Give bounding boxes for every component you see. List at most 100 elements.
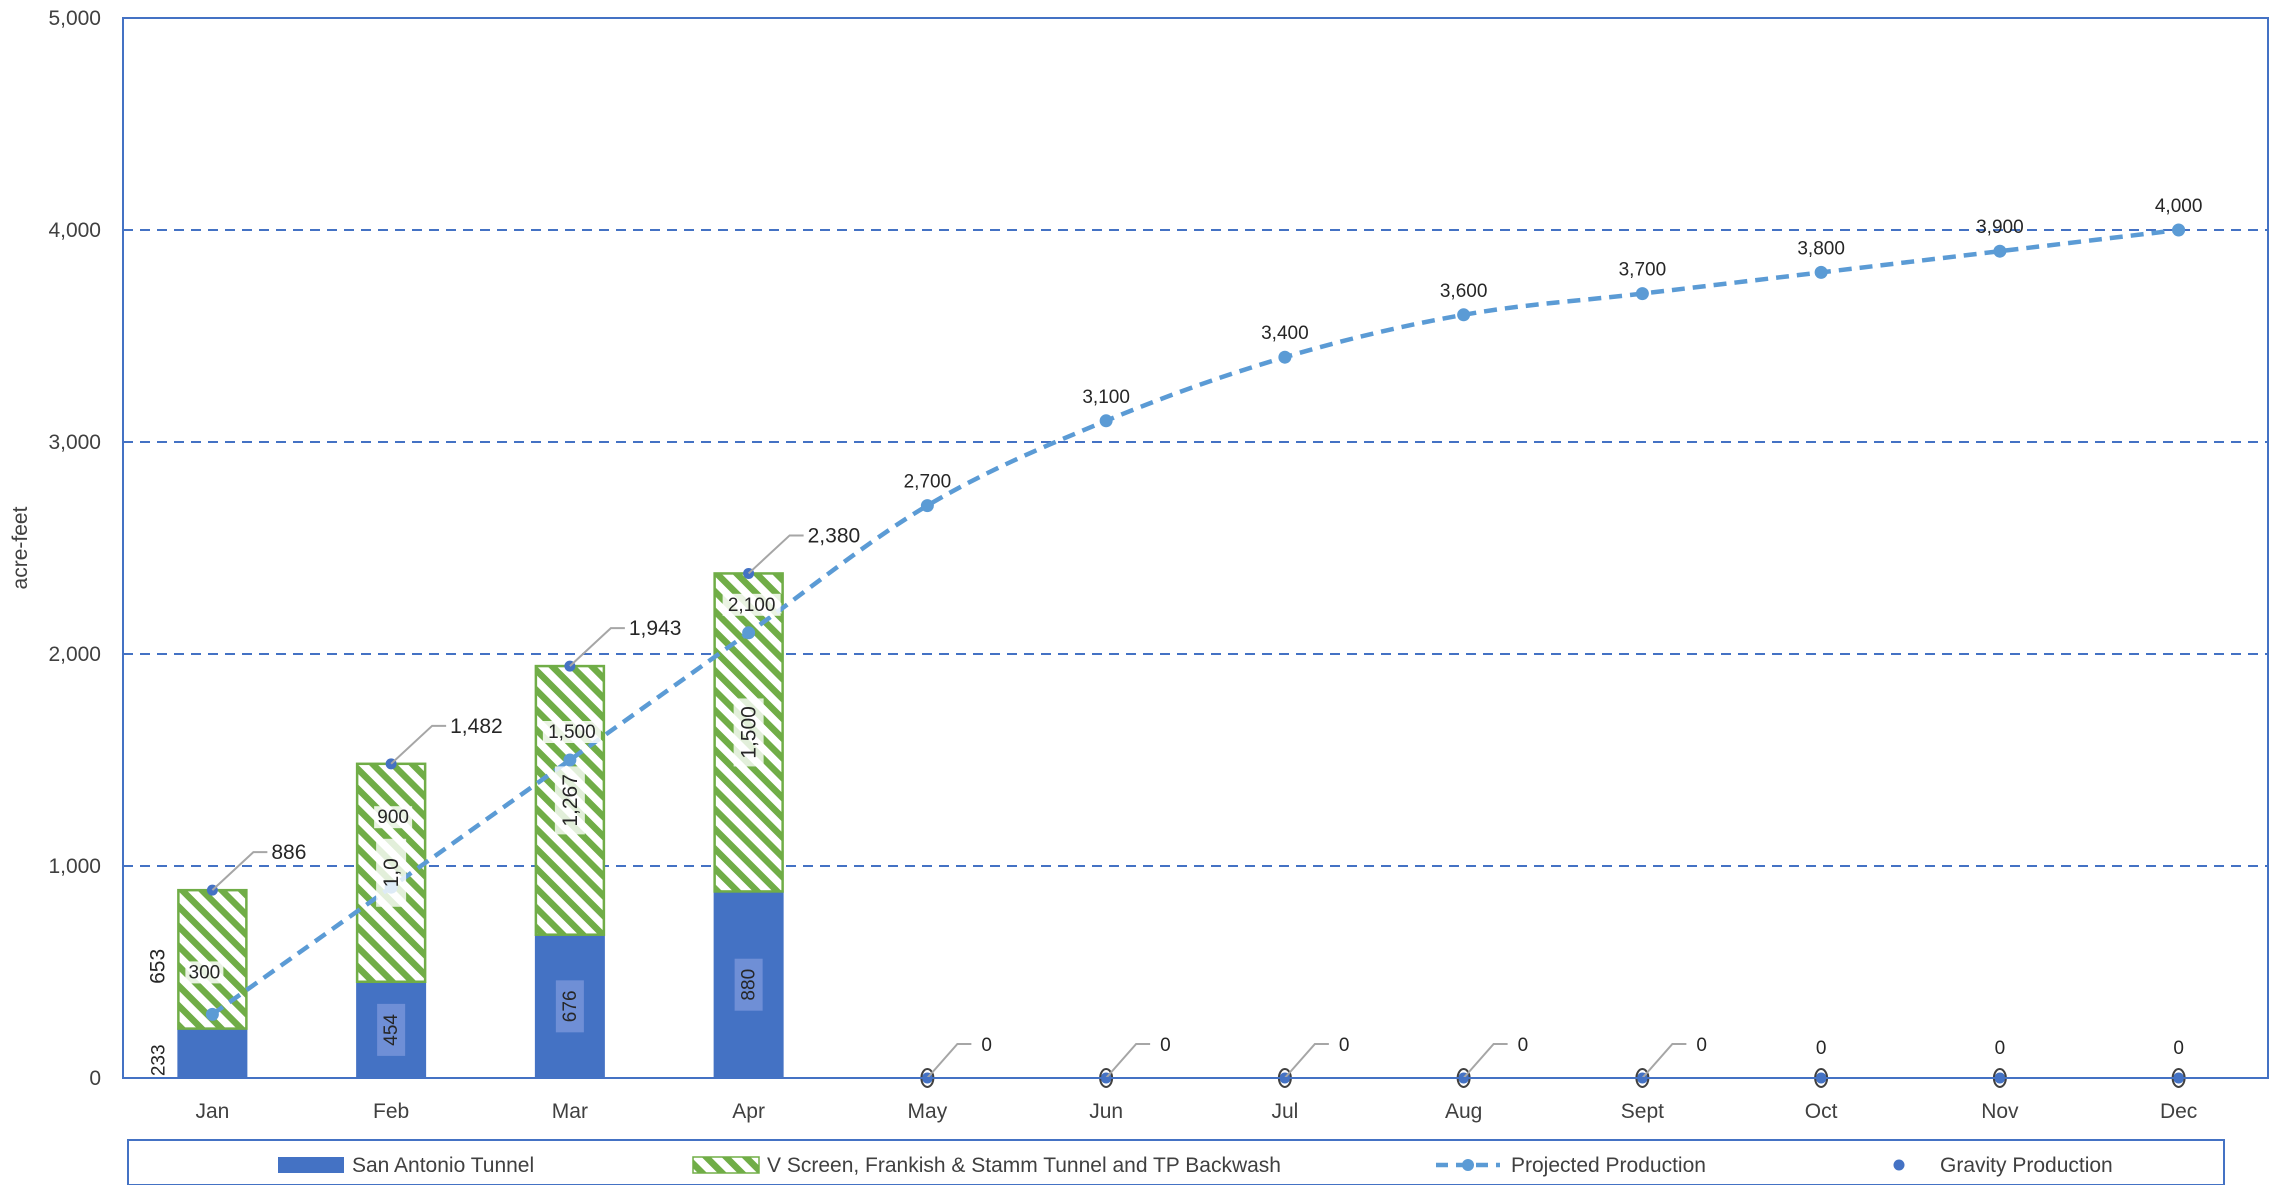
projected-point: [205, 1007, 219, 1021]
projected-point: [742, 626, 756, 640]
projected-label: 900: [377, 807, 409, 828]
projected-label: 2,100: [728, 595, 776, 616]
legend-label-projected: Projected Production: [1511, 1154, 1706, 1177]
bar-label-box: [734, 958, 763, 1011]
bar-label-v-screen: 1,500: [738, 706, 761, 759]
y-tick-label: 4,000: [48, 219, 101, 242]
projected-label-box: [722, 593, 781, 616]
x-tick-label: Dec: [2160, 1100, 2197, 1123]
projected-point: [1457, 308, 1471, 322]
gravity-leader-line: [747, 534, 804, 575]
x-tick-label: Jul: [1271, 1100, 1298, 1123]
x-axis: Jan Feb Mar Apr May Jun Jul Aug Sept Oct Nov Dec: [123, 1077, 2268, 1123]
projected-point: [1278, 350, 1292, 364]
projected-label: 1,500: [548, 722, 596, 743]
plot-area-frame: [122, 17, 2269, 1079]
projected-label: 3,600: [1440, 281, 1488, 302]
x-tick-label: May: [908, 1100, 948, 1123]
bar-v-screen: [177, 888, 248, 1030]
legend-label-v-screen: V Screen, Frankish & Stamm Tunnel and TP…: [767, 1154, 1281, 1177]
projected-label: 3,800: [1797, 238, 1845, 259]
gravity-production-points: [206, 534, 2186, 1088]
projected-label-box: [374, 806, 413, 829]
legend-swatch-san-antonio: [278, 1157, 344, 1173]
projected-point: [1814, 265, 1828, 279]
legend-swatch-projected-marker: [1462, 1159, 1474, 1171]
gravity-leader-line: [1462, 1043, 1508, 1079]
legend-frame: [127, 1139, 2225, 1185]
projected-production-line: [205, 223, 2186, 1021]
projected-point: [1993, 244, 2007, 258]
bar-label-san-antonio: 454: [381, 1014, 402, 1046]
projected-label: 3,100: [1082, 387, 1130, 408]
gravity-label: 0: [1518, 1035, 1529, 1056]
y-tick-label: 2,000: [48, 643, 101, 666]
projected-label-box: [542, 721, 601, 743]
x-tick-label: Feb: [373, 1100, 409, 1123]
projected-point: [2172, 223, 2186, 237]
gravity-leader-line: [390, 724, 447, 765]
legend-label-san-antonio: San Antonio Tunnel: [352, 1154, 534, 1177]
gravity-label: 1,482: [450, 715, 503, 738]
x-tick-label: Nov: [1981, 1100, 2019, 1123]
data-labels: 233 653 454 1,0 676 1,267 880 1,500 300 900 1,500 2…: [146, 196, 2202, 1076]
gravity-leader-line: [1284, 1043, 1329, 1079]
gravity-leader-line: [569, 627, 625, 667]
projected-label: 3,400: [1261, 323, 1309, 344]
projected-label: 3,900: [1976, 217, 2024, 238]
projected-point: [563, 753, 577, 767]
x-tick-label: Jun: [1089, 1100, 1123, 1123]
projected-point: [1635, 287, 1649, 301]
gravity-leader-line: [211, 851, 268, 891]
projected-point: [1099, 414, 1113, 428]
y-tick-label: 3,000: [48, 431, 101, 454]
projected-label: 4,000: [2155, 196, 2203, 217]
bar-label-v-screen: 653: [146, 949, 169, 984]
bar-label-box: [376, 838, 407, 907]
gravity-leader-line: [1641, 1043, 1687, 1079]
projected-label-box: [185, 961, 224, 984]
bar-label-box: [555, 980, 584, 1033]
gravity-label: 0: [1696, 1035, 1707, 1056]
x-tick-label: Sept: [1621, 1100, 1664, 1123]
y-tick-label: 1,000: [48, 855, 101, 878]
gravity-label: 0: [1160, 1035, 1171, 1056]
projected-label: 300: [189, 962, 221, 983]
gravity-leader-line: [1105, 1043, 1151, 1079]
legend-swatch-gravity-marker: [1893, 1159, 1905, 1171]
x-tick-label: Apr: [732, 1100, 765, 1123]
bar-label-san-antonio: 233: [148, 1044, 169, 1076]
projected-point: [920, 499, 934, 513]
y-axis: 0 1,000 2,000 3,000 4,000 5,000: [48, 7, 101, 1090]
x-tick-label: Aug: [1445, 1100, 1482, 1123]
bar-san-antonio: [177, 1028, 248, 1078]
gravity-label: 0: [1816, 1038, 1827, 1059]
legend-label-gravity: Gravity Production: [1940, 1154, 2113, 1177]
gravity-label: 0: [981, 1035, 992, 1056]
gravity-label: 886: [271, 841, 306, 864]
gravity-label: 1,943: [629, 617, 682, 640]
gravity-label: 0: [2173, 1038, 2184, 1059]
bar-label-v-screen: 1,0: [380, 858, 403, 887]
x-tick-label: Jan: [195, 1100, 229, 1123]
gravity-label: 2,380: [808, 524, 861, 547]
gravity-label: 0: [1339, 1035, 1350, 1056]
bar-label-box: [554, 766, 585, 835]
x-tick-label: Mar: [552, 1100, 588, 1123]
bar-label-box: [733, 698, 764, 767]
bar-label-box: [377, 1003, 406, 1056]
x-tick-label: Oct: [1805, 1100, 1838, 1123]
gravity-label: 0: [1995, 1038, 2006, 1059]
bar-label-san-antonio: 676: [560, 990, 581, 1022]
bar-label-v-screen: 1,267: [559, 774, 582, 827]
y-axis-title: acre-feet: [9, 506, 32, 589]
projected-label: 2,700: [904, 472, 952, 493]
projected-label: 3,700: [1619, 260, 1667, 281]
gridlines: [123, 229, 2268, 867]
gravity-leader-line: [926, 1043, 972, 1079]
projected-line-path: [211, 227, 2179, 1017]
bar-label-san-antonio: 880: [739, 969, 760, 1001]
legend-swatch-v-screen: [692, 1156, 760, 1174]
legend: San Antonio Tunnel V Screen, Frankish & …: [127, 1139, 2225, 1185]
